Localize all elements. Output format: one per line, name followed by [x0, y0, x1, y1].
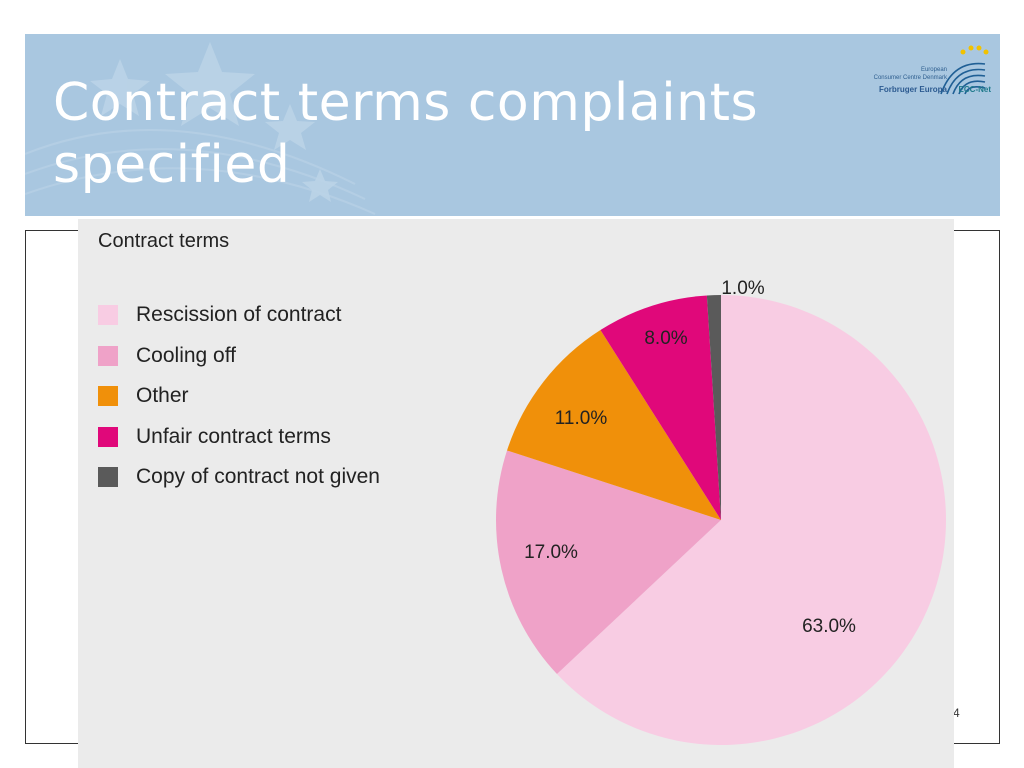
legend-item: Other: [98, 384, 380, 407]
legend-item: Rescission of contract: [98, 303, 380, 326]
slide-title: Contract terms complaints specified: [53, 73, 759, 195]
logo-net: ECC-Net: [958, 85, 991, 94]
logo-line-2: Consumer Centre Denmark: [873, 75, 947, 81]
pie-slice: [706, 295, 721, 520]
slice-data-label: 1.0%: [721, 278, 764, 299]
slice-data-label: 8.0%: [644, 328, 687, 349]
legend-swatch: [98, 386, 118, 406]
slice-data-label: 17.0%: [524, 542, 578, 563]
legend-swatch: [98, 305, 118, 325]
slice-data-label: 63.0%: [802, 616, 856, 637]
logo-line-3: Forbruger Europa: [878, 85, 947, 94]
legend-label: Other: [136, 384, 189, 407]
ecc-net-logo: European Consumer Centre Denmark Forbrug…: [863, 42, 993, 102]
pie-slice: [556, 295, 947, 746]
pie-slice: [496, 450, 721, 675]
legend-label: Rescission of contract: [136, 303, 342, 326]
logo-line-1: European: [920, 67, 947, 73]
pie-chart: 63.0% 17.0% 11.0% 8.0% 1.0%: [496, 278, 947, 746]
chart-panel: 63.0% 17.0% 11.0% 8.0% 1.0% Contract terms R…: [78, 219, 954, 768]
legend-label: Copy of contract not given: [136, 465, 380, 488]
legend-label: Cooling off: [136, 343, 237, 367]
legend-swatch: [98, 426, 118, 447]
pie-slice: [600, 295, 721, 520]
legend-swatch: [98, 345, 118, 366]
chart-title: Contract terms: [98, 230, 230, 252]
legend-item: Copy of contract not given: [98, 465, 380, 488]
legend-swatch: [98, 467, 118, 487]
legend-label: Unfair contract terms: [136, 424, 331, 448]
ecc-net-arc-stars-logo-icon: [940, 45, 989, 95]
pie-slice: [507, 330, 721, 520]
slice-data-label: 11.0%: [555, 408, 608, 429]
legend-item: Unfair contract terms: [98, 424, 380, 448]
slide-header: Contract terms complaints specified Euro…: [25, 34, 1000, 216]
legend-item: Cooling off: [98, 343, 380, 367]
page-number: 4: [953, 706, 960, 720]
star-decoration: [25, 42, 376, 215]
chart-legend: Rescission of contract Cooling off Other Un…: [98, 303, 380, 508]
